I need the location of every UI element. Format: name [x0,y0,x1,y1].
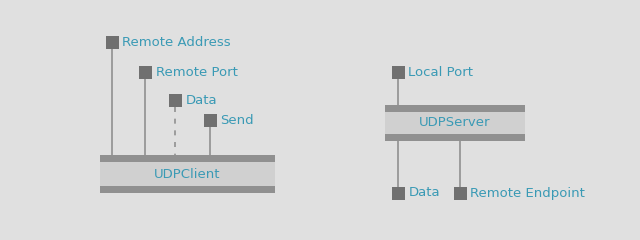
Text: UDPClient: UDPClient [154,168,221,180]
Bar [106,36,118,48]
Text: Local Port: Local Port [408,66,474,78]
Text: Data: Data [186,94,217,107]
Bar [100,162,275,186]
Bar [138,66,152,78]
Bar [168,94,182,107]
Bar [385,134,525,141]
Bar [385,112,525,134]
Text: UDPServer: UDPServer [419,116,491,130]
Bar [454,186,467,199]
Bar [100,155,275,162]
Bar [385,105,525,112]
Text: Send: Send [221,114,254,126]
Bar [392,66,404,78]
Bar [100,186,275,193]
Text: Remote Port: Remote Port [156,66,237,78]
Text: Remote Endpoint: Remote Endpoint [470,186,586,199]
Bar [392,186,404,199]
Bar [204,114,216,126]
Text: Data: Data [408,186,440,199]
Text: Remote Address: Remote Address [122,36,231,48]
